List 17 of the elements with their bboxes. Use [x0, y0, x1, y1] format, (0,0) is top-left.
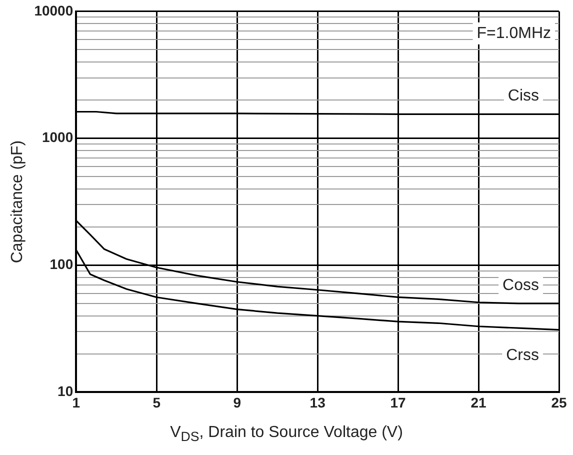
series-label: Coss	[502, 276, 539, 294]
x-tick-label: 13	[310, 394, 326, 410]
x-tick-label: 25	[551, 394, 567, 410]
x-tick-label: 5	[152, 394, 161, 410]
y-axis-title: Capacitance (pF)	[9, 140, 26, 264]
x-tick-label: 17	[390, 394, 406, 410]
x-tick-label: 1	[72, 394, 80, 410]
y-tick-label: 10000	[34, 2, 74, 18]
y-tick-label: 1000	[42, 129, 74, 146]
series-label: Ciss	[508, 88, 539, 105]
x-axis-title: V$_{DS}$, Drain to Source Voltage (V)	[169, 424, 404, 444]
annotation: F=1.0MHz	[476, 24, 552, 42]
y-tick-label: 100	[50, 256, 74, 272]
x-tick-label: 9	[233, 394, 242, 410]
x-tick-label: 21	[470, 394, 487, 410]
y-tick-label: 10	[58, 383, 74, 400]
series-label: Crss	[506, 347, 540, 364]
